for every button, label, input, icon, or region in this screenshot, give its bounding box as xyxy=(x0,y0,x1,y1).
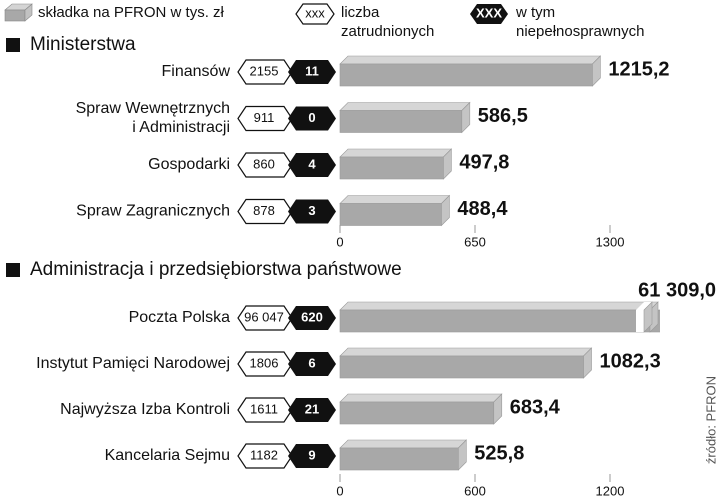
bar-end xyxy=(458,439,467,471)
legend-hex-white xyxy=(295,3,335,25)
legend-icon xyxy=(4,9,26,22)
legend-icon-side xyxy=(24,3,33,22)
bar-end xyxy=(461,101,471,134)
hex-disabled xyxy=(288,199,336,224)
bar xyxy=(339,355,584,379)
section-marker xyxy=(6,38,20,52)
bar xyxy=(339,447,459,471)
category-label: Najwyższa Izba Kontroli xyxy=(60,401,230,418)
bar-top xyxy=(339,195,451,204)
disabled-label: 4 xyxy=(308,156,316,171)
section-title: Ministerstwa xyxy=(30,34,136,55)
category-label: Kancelaria Sejmu xyxy=(105,447,230,464)
value-label: 497,8 xyxy=(459,151,509,173)
legend-symbol: XXX xyxy=(476,5,502,20)
bar-top xyxy=(339,347,593,357)
employees-label: 911 xyxy=(254,110,275,125)
employees-label: 2155 xyxy=(250,63,279,78)
hex-disabled xyxy=(288,60,336,84)
bar xyxy=(339,156,444,180)
legend-label: liczba zatrudnionych xyxy=(341,4,434,40)
bar-end xyxy=(583,347,592,379)
disabled-label: 6 xyxy=(308,355,315,370)
disabled-label: 0 xyxy=(308,110,315,125)
section-marker xyxy=(6,263,20,277)
legend-label: składka na PFRON w tys. zł xyxy=(38,4,225,21)
employees-label: 1182 xyxy=(250,447,278,462)
hex-disabled xyxy=(288,444,336,468)
category-label: Spraw Wewnętrznych i Administracji xyxy=(76,100,230,136)
bar-break xyxy=(636,302,652,310)
disabled-label: 11 xyxy=(305,63,319,78)
value-label: 683,4 xyxy=(510,396,561,418)
bar-end xyxy=(493,393,503,425)
disabled-label: 21 xyxy=(305,401,319,416)
category-label: Finansów xyxy=(162,63,231,80)
disabled-label: 3 xyxy=(308,203,315,218)
employees-label: 96 047 xyxy=(244,309,284,324)
bar xyxy=(339,309,660,333)
legend-label: w tym niepełnosprawnych xyxy=(515,4,644,40)
legend-hex-black xyxy=(470,4,508,24)
hex-disabled xyxy=(288,306,336,330)
x-tick-label: 1300 xyxy=(596,234,625,249)
bar xyxy=(339,63,593,87)
value-label: 1215,2 xyxy=(608,58,669,80)
bar xyxy=(339,401,495,425)
employees-label: 860 xyxy=(253,156,275,171)
hex-disabled xyxy=(288,352,336,376)
employees-label: 1611 xyxy=(250,401,278,416)
x-tick-label: 0 xyxy=(336,234,343,249)
x-tick-label: 600 xyxy=(464,483,486,498)
legend-symbol: xxx xyxy=(305,5,325,20)
bar-top xyxy=(339,55,602,65)
source: źródło: PFRON xyxy=(703,376,718,464)
bar-top xyxy=(339,102,471,111)
bar-top xyxy=(339,393,503,403)
bars xyxy=(339,55,602,227)
bar xyxy=(339,110,463,133)
x-tick-label: 1200 xyxy=(596,483,625,498)
category-label: Instytut Pamięci Narodowej xyxy=(36,355,230,372)
employees-label: 1806 xyxy=(250,355,279,370)
x-tick-label: 650 xyxy=(464,234,486,249)
bar-end xyxy=(443,148,452,180)
hex-disabled xyxy=(288,106,336,131)
bar-end xyxy=(592,55,601,87)
legend: składka na PFRON w tys. zł xxx liczba zat… xyxy=(4,3,644,40)
value-label: 488,4 xyxy=(457,198,508,220)
bar-top xyxy=(339,439,468,449)
hex-disabled xyxy=(288,153,336,177)
value-label: 525,8 xyxy=(474,442,524,464)
employees-label: 878 xyxy=(253,203,275,218)
bar-top xyxy=(339,301,659,311)
x-tick-label: 0 xyxy=(336,483,343,498)
value-label: 61 309,0 xyxy=(638,279,716,301)
value-label: 586,5 xyxy=(478,105,528,127)
category-label: Poczta Polska xyxy=(129,309,230,326)
category-label: Gospodarki xyxy=(148,156,230,173)
bars xyxy=(339,301,660,471)
disabled-label: 620 xyxy=(301,309,323,324)
disabled-label: 9 xyxy=(308,447,315,462)
bar-stub xyxy=(643,301,653,333)
value-label: 1082,3 xyxy=(600,350,661,372)
bar-top xyxy=(339,148,453,158)
section-title: Administracja i przedsiębiorstwa państwo… xyxy=(30,259,402,280)
hex-disabled xyxy=(288,398,336,422)
bar-end xyxy=(441,194,450,227)
bar xyxy=(339,203,442,226)
category-label: Spraw Zagranicznych xyxy=(76,203,230,220)
bar-break xyxy=(636,310,644,332)
